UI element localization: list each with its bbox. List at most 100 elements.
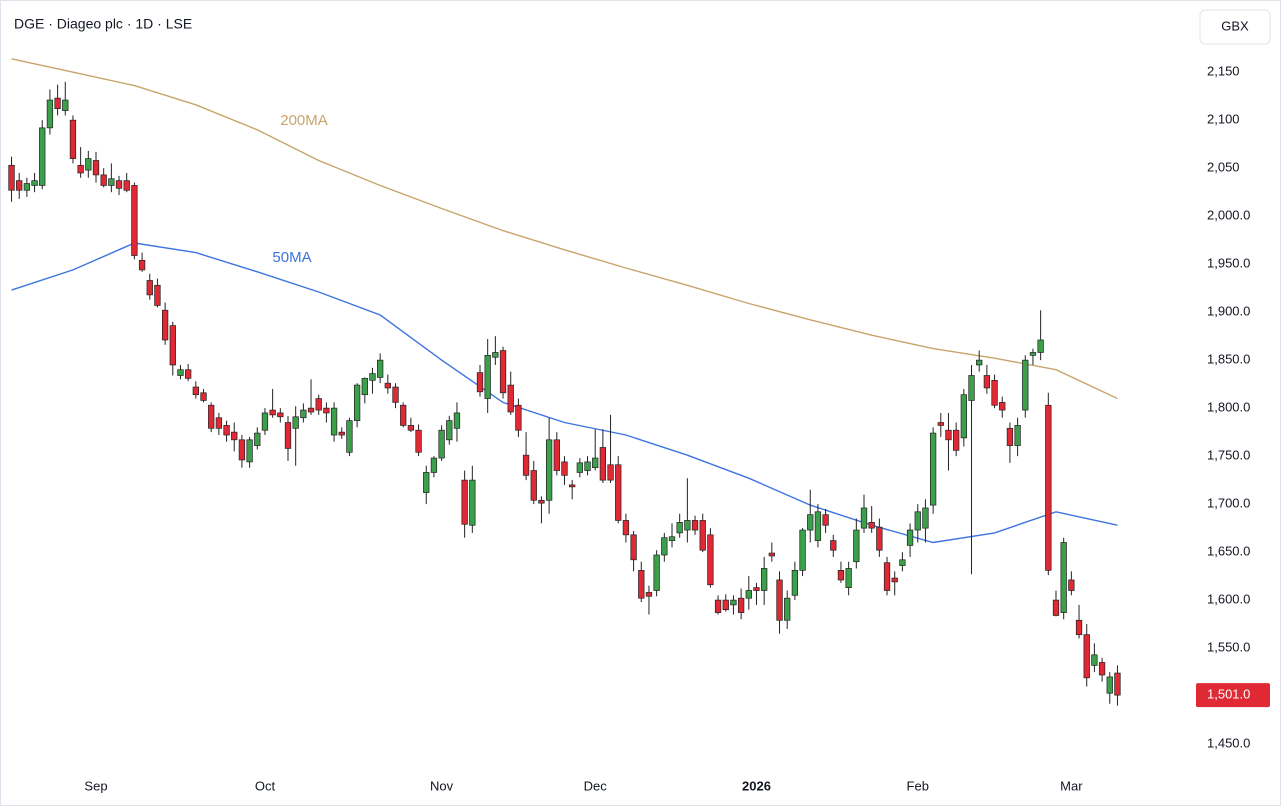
candle-body — [400, 404, 407, 426]
candle-body — [999, 402, 1006, 411]
candle-body — [254, 432, 261, 446]
y-tick-label: 1,600.0 — [1207, 592, 1250, 607]
candle-body — [592, 457, 599, 468]
candle-body — [284, 422, 292, 449]
candle-body — [108, 178, 115, 186]
candle-body — [123, 180, 130, 191]
candle-body — [1014, 425, 1021, 446]
candle-body — [185, 369, 192, 379]
last-price-badge — [1196, 683, 1270, 708]
candle-body — [115, 180, 123, 189]
candle-body — [515, 404, 522, 431]
y-tick-label: 2,000.0 — [1207, 208, 1250, 223]
y-tick-label: 1,750.0 — [1207, 448, 1250, 463]
candle-body — [607, 464, 614, 481]
candle-body — [476, 372, 484, 393]
candle-body — [430, 457, 438, 473]
candle-body — [200, 392, 207, 401]
candle-body — [338, 431, 345, 436]
currency-button-box[interactable] — [1199, 9, 1271, 45]
candle-body — [307, 407, 315, 413]
candle-body — [976, 359, 983, 366]
candle-body — [269, 409, 276, 416]
candle-body — [438, 429, 445, 459]
candle-body — [423, 472, 430, 493]
candle-body — [699, 520, 706, 551]
currency-label[interactable]: GBX — [1221, 18, 1249, 33]
y-tick-label: 2,100 — [1207, 112, 1240, 127]
candle-body — [599, 447, 607, 481]
candle-body — [377, 359, 384, 378]
candle-body — [914, 511, 921, 531]
candle-body — [8, 164, 15, 191]
candle-body — [545, 439, 553, 501]
x-tick-label: Dec — [584, 778, 608, 793]
candle-body — [576, 462, 583, 473]
candle-body — [837, 570, 845, 581]
candle-body — [85, 158, 92, 171]
candle-body — [369, 373, 376, 381]
candle-body — [891, 577, 898, 583]
candle-body — [1075, 619, 1083, 636]
y-tick-label: 1,550.0 — [1207, 640, 1250, 655]
candle-body — [569, 484, 576, 488]
candle-body — [192, 386, 199, 396]
candle-body — [384, 382, 391, 389]
candle-body — [661, 537, 668, 556]
candle-body — [953, 429, 960, 451]
y-tick-label: 1,900.0 — [1207, 304, 1250, 319]
candle-body — [69, 119, 77, 159]
candle-body — [146, 280, 153, 296]
candle-body — [807, 514, 814, 531]
y-tick-label: 1,800.0 — [1207, 400, 1250, 415]
candle-body — [215, 417, 223, 429]
candle-body — [461, 479, 468, 525]
currency-button[interactable]: GBX — [1199, 9, 1271, 45]
candle-body — [177, 369, 184, 376]
candle-body — [945, 429, 952, 441]
candle-body — [814, 511, 822, 541]
moving-average-line — [11, 242, 1118, 544]
candle-body — [968, 375, 975, 401]
candle-body — [822, 514, 829, 526]
candle-body — [415, 429, 422, 453]
candle-body — [169, 325, 176, 366]
candle-body — [1045, 404, 1052, 571]
candle-body — [154, 284, 161, 306]
candle-body — [730, 599, 737, 606]
candle-body — [484, 354, 491, 399]
candle-body — [638, 570, 645, 599]
candle-body — [622, 520, 630, 536]
candle-body — [330, 407, 338, 436]
candle-body — [453, 412, 461, 429]
candle-body — [469, 479, 476, 526]
candle-body — [922, 507, 929, 529]
candle-body — [906, 529, 914, 546]
candle-body — [261, 412, 269, 431]
candle-body — [960, 394, 967, 439]
candle-body — [522, 454, 530, 476]
candle-body — [300, 409, 307, 419]
x-tick-label: 2026 — [742, 778, 771, 793]
candle-body — [392, 386, 399, 403]
candle-body — [845, 568, 852, 588]
candle-body — [876, 526, 883, 551]
candle-body — [722, 599, 729, 611]
candle-body — [776, 579, 783, 621]
y-tick-label: 1,850.0 — [1207, 352, 1250, 367]
last-price-label: 1,501.0 — [1207, 687, 1250, 702]
candle-body — [784, 597, 791, 621]
plot-area — [8, 58, 1121, 706]
candle-body — [223, 425, 230, 436]
candle-body — [676, 522, 683, 534]
candle-body — [745, 590, 752, 599]
candle-body — [292, 416, 299, 429]
candle-body — [553, 439, 560, 471]
candle-body — [1091, 654, 1098, 666]
candle-body — [1083, 634, 1090, 679]
chart-title: DGE · Diageo plc · 1D · LSE — [14, 16, 192, 32]
candle-body — [499, 350, 507, 394]
candle-body — [46, 99, 54, 129]
candle-body — [830, 540, 837, 551]
